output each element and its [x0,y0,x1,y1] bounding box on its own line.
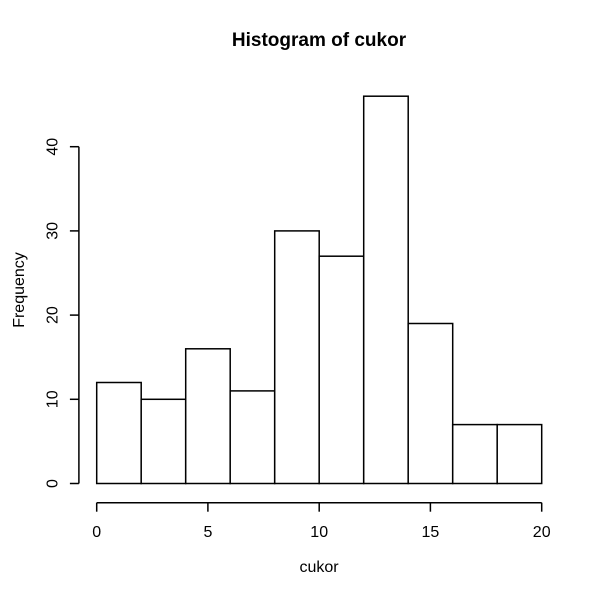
histogram-bar [229,390,276,485]
x-tick-label: 10 [310,524,328,541]
histogram-bar [184,348,231,485]
histogram-bar [407,322,454,485]
histogram-bar [318,255,365,485]
y-tick-label: 30 [45,222,62,240]
histogram-bar [273,230,320,485]
histogram-bar [451,423,498,485]
x-tick-label: 20 [533,524,551,541]
axes-group: 0 10 20 30 40 0 5 10 15 20 [45,138,551,541]
x-axis-label: cukor [299,559,339,576]
histogram-bar [362,95,409,485]
y-tick-label: 40 [45,138,62,156]
y-axis-label: Frequency [11,252,28,328]
bars-group [95,95,543,485]
x-tick-label: 5 [203,524,212,541]
x-tick-label: 0 [92,524,101,541]
histogram-bar [95,381,142,485]
chart-title: Histogram of cukor [232,30,407,51]
y-tick-label: 10 [45,390,62,408]
y-tick-label: 20 [45,306,62,324]
histogram-bar [140,398,187,485]
histogram-bar [496,423,543,485]
y-tick-label: 0 [45,479,62,488]
x-tick-label: 15 [422,524,440,541]
